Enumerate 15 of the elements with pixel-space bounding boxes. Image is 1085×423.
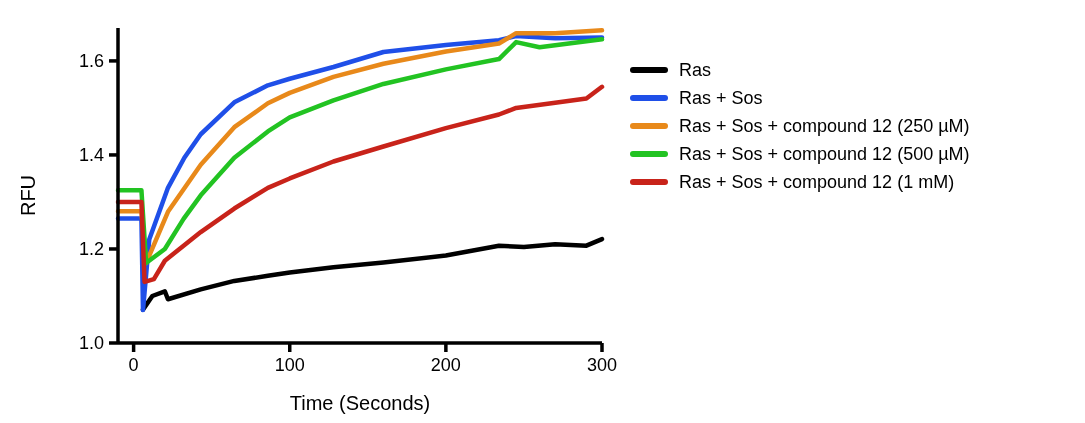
y-tick-label: 1.2 [78, 238, 104, 259]
y-tick-label: 1.6 [78, 50, 104, 71]
x-tick-label: 200 [430, 355, 461, 375]
x-tick-label: 0 [128, 355, 139, 375]
legend-label: Ras + Sos + compound 12 (500 µM) [679, 144, 970, 164]
x-axis-title: Time (Seconds) [289, 392, 431, 414]
x-tick-label: 300 [586, 355, 618, 375]
legend-label: Ras [679, 60, 712, 80]
legend-label: Ras + Sos [679, 88, 763, 108]
y-axis-title: RFU [17, 174, 39, 217]
y-tick-label: 1.0 [78, 333, 104, 353]
legend-label: Ras + Sos + compound 12 (1 mM) [679, 172, 955, 192]
y-tick-label: 1.4 [78, 144, 104, 165]
legend-label: Ras + Sos + compound 12 (250 µM) [679, 116, 970, 136]
x-tick-label: 100 [274, 355, 305, 375]
